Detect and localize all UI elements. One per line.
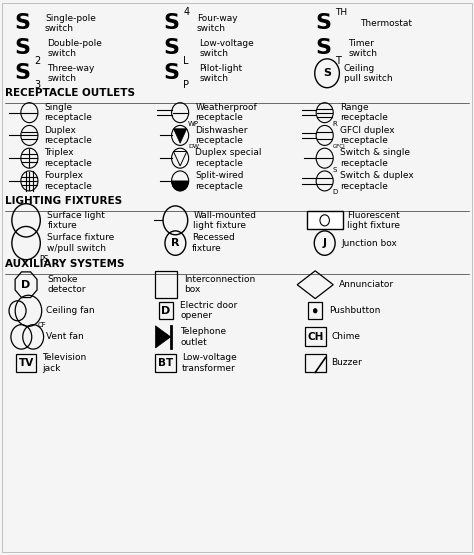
Text: Low-voltage
transformer: Low-voltage transformer: [182, 354, 237, 372]
Bar: [308, 302, 322, 319]
Text: Telephone
outlet: Telephone outlet: [180, 327, 226, 346]
Text: Television
jack: Television jack: [42, 354, 86, 372]
Text: GFCI duplex
receptacle: GFCI duplex receptacle: [340, 126, 394, 145]
Text: Annunciator: Annunciator: [339, 280, 394, 289]
Text: Electric door
opener: Electric door opener: [180, 301, 237, 320]
Text: S: S: [164, 63, 180, 83]
Text: S: S: [315, 13, 331, 33]
Text: S: S: [323, 68, 331, 78]
Text: Switch & duplex
receptacle: Switch & duplex receptacle: [340, 171, 414, 190]
Text: Single-pole
switch: Single-pole switch: [45, 14, 96, 33]
Text: Chime: Chime: [331, 332, 360, 341]
Text: T: T: [335, 56, 341, 65]
Text: Ceiling
pull switch: Ceiling pull switch: [344, 64, 392, 83]
Text: Split-wired
receptacle: Split-wired receptacle: [195, 171, 244, 190]
Text: TH: TH: [335, 8, 347, 17]
Bar: [159, 302, 173, 319]
Text: Duplex special
receptacle: Duplex special receptacle: [195, 149, 262, 168]
Bar: [155, 354, 176, 372]
Text: WP: WP: [188, 121, 199, 127]
Text: 4: 4: [183, 7, 190, 17]
Text: Weatherproof
receptacle: Weatherproof receptacle: [195, 103, 257, 122]
Text: Junction box: Junction box: [341, 239, 397, 248]
Text: GFCI: GFCI: [333, 144, 346, 149]
Text: S: S: [164, 13, 180, 33]
Text: R: R: [171, 238, 180, 248]
Text: Single
receptacle: Single receptacle: [45, 103, 92, 122]
Text: CH: CH: [307, 332, 323, 342]
Text: Thermostat: Thermostat: [360, 19, 412, 28]
Text: R: R: [333, 121, 337, 127]
Text: Surface fixture
w/pull switch: Surface fixture w/pull switch: [47, 234, 115, 253]
Text: CF: CF: [38, 322, 46, 328]
Text: S: S: [315, 38, 331, 58]
Text: Pilot-light
switch: Pilot-light switch: [199, 64, 242, 83]
Wedge shape: [172, 181, 189, 191]
Text: Switch & single
receptacle: Switch & single receptacle: [340, 149, 410, 168]
Text: Fourplex
receptacle: Fourplex receptacle: [45, 171, 92, 190]
Text: Buzzer: Buzzer: [331, 359, 362, 367]
Text: D: D: [21, 280, 31, 290]
Text: 2: 2: [34, 56, 40, 65]
Text: Interconnection
box: Interconnection box: [184, 275, 255, 294]
Text: Timer
switch: Timer switch: [348, 39, 377, 58]
Text: BT: BT: [158, 358, 173, 368]
Text: S: S: [14, 13, 30, 33]
Text: AUXILIARY SYSTEMS: AUXILIARY SYSTEMS: [5, 259, 124, 269]
Text: LIGHTING FIXTURES: LIGHTING FIXTURES: [5, 196, 122, 206]
Polygon shape: [173, 129, 187, 143]
Text: S: S: [14, 38, 30, 58]
Text: Range
receptacle: Range receptacle: [340, 103, 388, 122]
Text: D: D: [161, 306, 171, 316]
Bar: [155, 271, 177, 298]
Text: P: P: [183, 80, 190, 90]
Text: Low-voltage
switch: Low-voltage switch: [199, 39, 254, 58]
Text: Wall-mounted
light fixture: Wall-mounted light fixture: [193, 211, 256, 230]
Text: Four-way
switch: Four-way switch: [197, 14, 237, 33]
Text: L: L: [183, 56, 189, 65]
Text: S: S: [333, 166, 337, 173]
Text: S: S: [14, 63, 30, 83]
Text: Duplex
receptacle: Duplex receptacle: [45, 126, 92, 145]
Text: DW: DW: [188, 144, 199, 149]
Text: Double-pole
switch: Double-pole switch: [47, 39, 102, 58]
Text: S: S: [164, 38, 180, 58]
Bar: [305, 354, 326, 372]
Text: Three-way
switch: Three-way switch: [47, 64, 95, 83]
Bar: [307, 211, 343, 229]
Polygon shape: [155, 326, 171, 348]
Text: Triplex
receptacle: Triplex receptacle: [45, 149, 92, 168]
Text: Recessed
fixture: Recessed fixture: [192, 234, 235, 253]
Text: J: J: [323, 238, 327, 248]
Circle shape: [313, 309, 317, 313]
Bar: [16, 354, 36, 372]
Text: Dishwasher
receptacle: Dishwasher receptacle: [195, 126, 248, 145]
Text: Vent fan: Vent fan: [46, 332, 84, 341]
Text: Fluorescent
light fixture: Fluorescent light fixture: [347, 211, 401, 230]
Text: RECEPTACLE OUTLETS: RECEPTACLE OUTLETS: [5, 88, 135, 98]
Text: 3: 3: [34, 80, 40, 90]
Text: Ceiling fan: Ceiling fan: [46, 306, 95, 315]
Text: Smoke
detector: Smoke detector: [47, 275, 86, 294]
Bar: [305, 327, 326, 346]
Text: PS: PS: [39, 255, 49, 264]
Text: D: D: [333, 189, 338, 195]
Text: Surface light
fixture: Surface light fixture: [47, 211, 105, 230]
Text: Pushbutton: Pushbutton: [329, 306, 381, 315]
Text: TV: TV: [18, 358, 34, 368]
